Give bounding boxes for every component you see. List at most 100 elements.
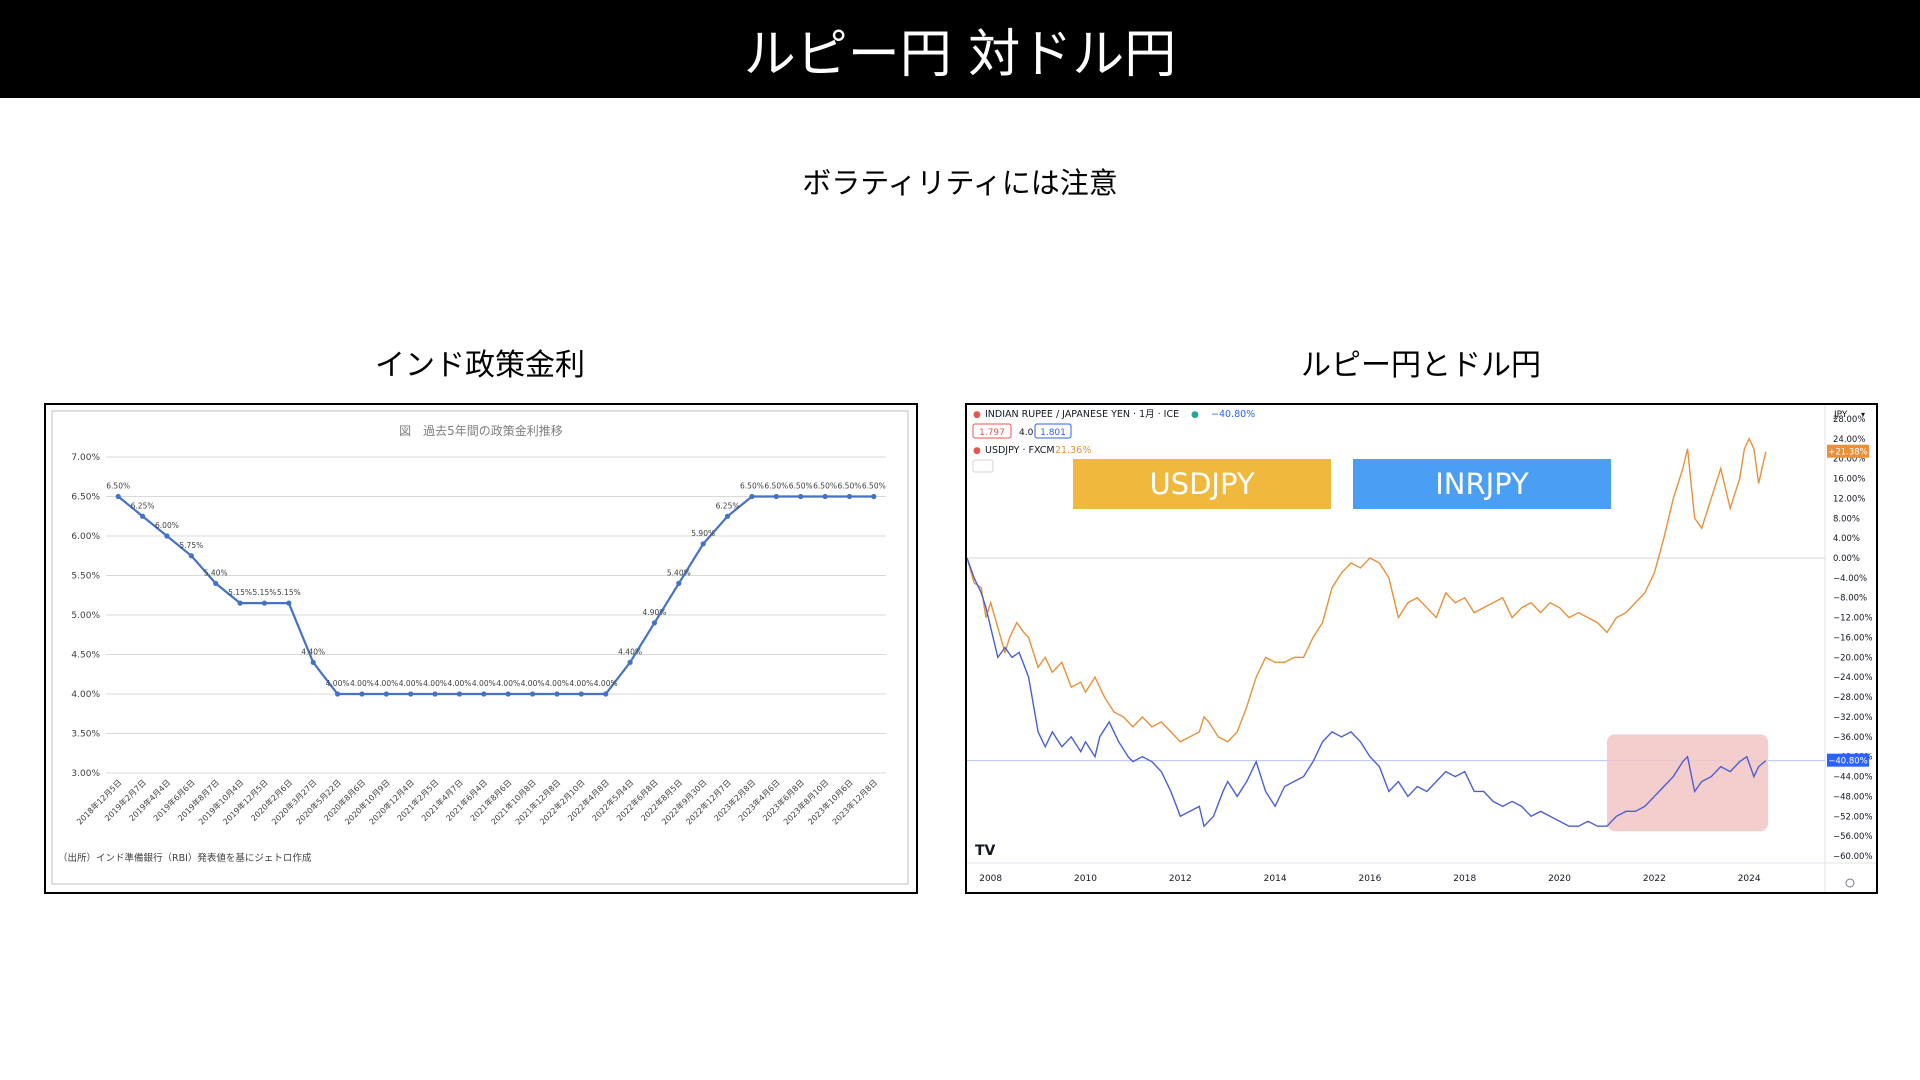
data-point [676, 580, 682, 586]
y-tick-label: −32.00% [1833, 713, 1873, 723]
data-label: 6.00% [155, 521, 179, 530]
ask-box [1034, 423, 1072, 439]
symbol-icon: ● [973, 410, 981, 420]
data-point [164, 533, 170, 539]
bid-box [972, 423, 1012, 439]
compare-change: 21.36% [1055, 445, 1091, 456]
right-panel-caption: ルピー円とドル円 [1301, 348, 1541, 383]
data-label: 4.00% [521, 679, 545, 688]
status-dot: ● [1191, 410, 1199, 420]
bid-price: 1.797 [979, 428, 1005, 438]
y-tick-label: 4.50% [71, 651, 100, 661]
y-tick-label: 4.00% [1833, 534, 1860, 544]
chart-frame [51, 410, 909, 885]
currency-label: JPY [1833, 410, 1848, 420]
data-label: 5.40% [667, 568, 691, 577]
ask-price: 1.801 [1040, 428, 1066, 438]
data-point [798, 493, 804, 500]
slide-subtitle: ボラティリティには注意 [802, 166, 1118, 200]
data-point [700, 541, 706, 547]
data-point [505, 691, 511, 697]
data-label: 6.50% [813, 482, 837, 491]
data-point [749, 493, 755, 500]
y-tick-label: 16.00% [1833, 475, 1865, 485]
x-tick-label: 2018 [1453, 874, 1476, 884]
data-label: 5.75% [179, 541, 203, 550]
y-tick-label: 20.00% [1833, 455, 1865, 465]
y-tick-label: −8.00% [1833, 594, 1867, 604]
left-panel-caption: インド政策金利 [375, 348, 585, 383]
source-note: （出所）インド準備銀行（RBI）発表値を基にジェトロ作成 [58, 852, 312, 864]
y-tick-label: 0.00% [1833, 554, 1860, 564]
y-tick-label: −60.00% [1833, 852, 1873, 862]
last-label-usdjpy: +21.38% [1828, 448, 1868, 458]
data-label: 6.50% [862, 482, 886, 491]
data-point [871, 493, 877, 500]
legend-box-usdjpy [1073, 459, 1331, 509]
data-point [286, 600, 292, 606]
series-line-usdjpy [967, 437, 1767, 743]
data-label: 5.40% [204, 568, 228, 577]
x-tick-label: 2024 [1738, 874, 1761, 884]
y-tick-label: 6.50% [71, 493, 100, 503]
currency-dropdown-icon: ▾ [1861, 410, 1865, 419]
fx-comparison-chart: ● INDIAN RUPEE / JAPANESE YEN · 1月 · ICE ●… [967, 405, 1876, 892]
compare-icon: ● [973, 446, 981, 456]
y-tick-label: 24.00% [1833, 435, 1865, 445]
y-tick-label: −48.00% [1833, 792, 1873, 802]
last-label-box-usdjpy [1827, 444, 1869, 458]
data-point [237, 600, 243, 606]
data-label: 4.00% [423, 679, 447, 688]
y-tick-label: −4.00% [1833, 574, 1867, 584]
x-tick-label: 2010 [1074, 874, 1097, 884]
data-label: 4.00% [472, 679, 496, 688]
data-point [213, 580, 219, 586]
data-point [383, 691, 389, 697]
data-point [627, 659, 633, 665]
policy-rate-line [117, 495, 874, 696]
x-tick-label: 2008 [979, 874, 1002, 884]
data-label: 4.00% [496, 679, 520, 688]
highlight-region [1606, 734, 1769, 832]
y-tick-label: −56.00% [1833, 832, 1873, 842]
series-line-inrjpy [967, 557, 1767, 828]
chart-title: 図 過去5年間の政策金利推移 [399, 423, 563, 438]
data-label: 6.50% [838, 482, 862, 491]
data-point [139, 513, 146, 519]
data-point [188, 553, 194, 559]
data-point [578, 691, 584, 697]
legend-box-inrjpy [1353, 459, 1611, 509]
y-tick-label: 12.00% [1833, 494, 1865, 504]
data-label: 5.15% [228, 588, 252, 597]
y-tick-label: −12.00% [1833, 614, 1873, 624]
y-tick-label: −36.00% [1833, 733, 1873, 743]
x-tick-label: 2012 [1169, 874, 1192, 884]
data-point [334, 691, 341, 697]
data-label: 5.90% [691, 529, 715, 538]
data-point [115, 493, 121, 500]
y-tick-label: 4.00% [71, 690, 100, 700]
symbol-change: −40.80% [1211, 409, 1255, 420]
policy-rate-chart: 図 過去5年間の政策金利推移 7.00% 6.50% 6.00% 5.50% 5.00% 4… [51, 410, 909, 885]
collapse-button [972, 459, 994, 473]
data-point [481, 691, 487, 697]
tradingview-logo: TV [975, 843, 996, 859]
data-point [846, 493, 853, 500]
data-label: 4.40% [301, 647, 325, 656]
data-label: 4.00% [448, 679, 472, 688]
y-tick-label: 8.00% [1833, 514, 1860, 524]
data-label: 4.00% [399, 679, 423, 688]
y-tick-label: 7.00% [71, 453, 100, 463]
y-tick-label: −16.00% [1833, 633, 1873, 643]
data-point [408, 691, 414, 697]
data-label: 4.00% [326, 679, 350, 688]
legend-label-usdjpy: USDJPY [1149, 467, 1254, 501]
data-label: 5.15% [277, 588, 301, 597]
spread: 4.0 [1019, 428, 1034, 438]
symbol-line: INDIAN RUPEE / JAPANESE YEN · 1月 · ICE [985, 409, 1179, 420]
y-tick-label: 5.50% [71, 572, 100, 582]
data-point [359, 691, 365, 697]
data-point [651, 620, 658, 626]
data-label: 6.50% [764, 482, 788, 491]
data-label: 4.90% [643, 608, 667, 617]
